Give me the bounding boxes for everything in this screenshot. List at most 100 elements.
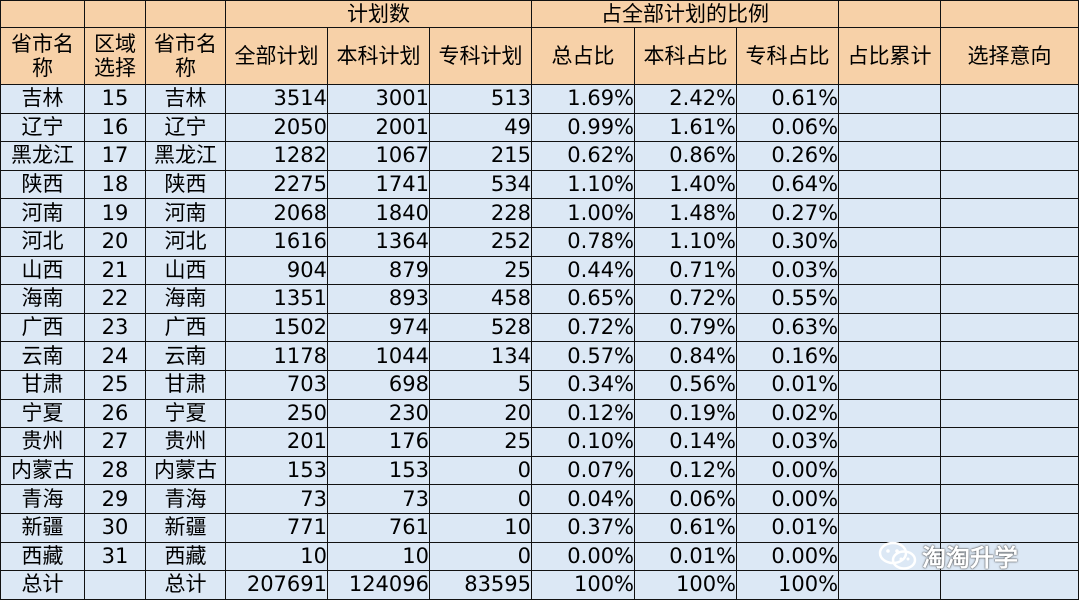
cell-intention (940, 341, 1080, 371)
cell-junior-ratio: 0.55% (736, 284, 840, 314)
cell-undergrad-ratio: 1.10% (634, 226, 738, 257)
cell-province-2: 河北 (145, 226, 226, 257)
cell-undergrad-ratio: 2.42% (634, 84, 738, 114)
cell-undergrad-ratio: 1.61% (634, 112, 738, 143)
cell-cumulative (838, 541, 942, 572)
cell-junior-plan: 20 (428, 398, 533, 429)
cell-province-2: 陕西 (145, 169, 226, 200)
cell-total-ratio: 0.72% (531, 312, 636, 343)
cell-undergrad-plan: 1044 (327, 341, 430, 371)
cell-province: 河南 (0, 198, 85, 228)
cell-province-2: 吉林 (145, 84, 226, 114)
cell-total-ratio: 0.00% (531, 541, 636, 572)
cell-province: 海南 (0, 284, 85, 314)
column-header-junior-plan: 专科计划 (428, 27, 533, 85)
table-row: 云南 24 云南 1178 1044 134 0.57% 0.84% 0.16% (0, 341, 1080, 371)
column-header-intention: 选择意向 (940, 27, 1080, 85)
cell-undergrad-ratio: 0.01% (634, 541, 738, 572)
cell-cumulative (838, 84, 942, 114)
cell-undergrad-plan: 3001 (327, 84, 430, 114)
table-row: 贵州 27 贵州 201 176 25 0.10% 0.14% 0.03% (0, 427, 1080, 457)
cell-total-plan: 1282 (225, 141, 328, 171)
header-plan-group: 计划数 (224, 0, 533, 28)
table-row: 西藏 31 西藏 10 10 0 0.00% 0.01% 0.00% (0, 541, 1080, 572)
table-row: 内蒙古 28 内蒙古 153 153 0 0.07% 0.12% 0.00% (0, 455, 1080, 486)
cell-total-ratio: 0.04% (531, 484, 636, 514)
cell-province: 甘肃 (0, 369, 85, 400)
table-row: 辽宁 16 辽宁 2050 2001 49 0.99% 1.61% 0.06% (0, 112, 1080, 143)
cell-junior-plan: 10 (428, 512, 533, 543)
cell-province-2: 西藏 (145, 541, 226, 572)
cell-province: 总计 (0, 570, 85, 600)
cell-undergrad-plan: 2001 (327, 112, 430, 143)
cell-region: 27 (84, 427, 146, 457)
cell-undergrad-plan: 879 (327, 255, 430, 286)
cell-region: 23 (84, 312, 146, 343)
cell-total-ratio: 1.69% (531, 84, 636, 114)
cell-total-plan: 250 (225, 398, 328, 429)
cell-junior-plan: 134 (428, 341, 533, 371)
cell-undergrad-plan: 974 (327, 312, 430, 343)
cell-cumulative (838, 198, 942, 228)
cell-total-plan: 207691 (225, 570, 328, 600)
cell-region: 18 (84, 169, 146, 200)
cell-undergrad-ratio: 0.79% (634, 312, 738, 343)
cell-junior-ratio: 100% (736, 570, 840, 600)
cell-undergrad-plan: 153 (327, 455, 430, 486)
cell-total-ratio: 0.12% (531, 398, 636, 429)
cell-province-2: 云南 (145, 341, 226, 371)
cell-undergrad-plan: 124096 (327, 570, 430, 600)
cell-province: 黑龙江 (0, 141, 85, 171)
cell-province-2: 内蒙古 (145, 455, 226, 486)
cell-junior-ratio: 0.00% (736, 541, 840, 572)
cell-intention (940, 112, 1080, 143)
header-blank-cell (940, 0, 1080, 28)
header-blank-cell (0, 0, 85, 28)
cell-junior-plan: 0 (428, 455, 533, 486)
cell-total-plan: 1178 (225, 341, 328, 371)
cell-region: 31 (84, 541, 146, 572)
cell-junior-plan: 534 (428, 169, 533, 200)
cell-cumulative (838, 369, 942, 400)
cell-undergrad-plan: 1840 (327, 198, 430, 228)
cell-junior-plan: 83595 (428, 570, 533, 600)
cell-cumulative (838, 284, 942, 314)
cell-region: 25 (84, 369, 146, 400)
cell-region: 16 (84, 112, 146, 143)
cell-junior-ratio: 0.27% (736, 198, 840, 228)
header-row-columns: 省市名称 区域选择 省市名称 全部计划 本科计划 专科计划 总占比 本科占比 专… (0, 27, 1080, 85)
cell-cumulative (838, 255, 942, 286)
table-row: 甘肃 25 甘肃 703 698 5 0.34% 0.56% 0.01% (0, 369, 1080, 400)
cell-province: 广西 (0, 312, 85, 343)
cell-total-plan: 2275 (225, 169, 328, 200)
cell-junior-plan: 25 (428, 255, 533, 286)
cell-total-ratio: 0.65% (531, 284, 636, 314)
cell-region: 20 (84, 226, 146, 257)
cell-province-2: 河南 (145, 198, 226, 228)
cell-junior-ratio: 0.03% (736, 427, 840, 457)
cell-province: 云南 (0, 341, 85, 371)
cell-intention (940, 141, 1080, 171)
table-row: 青海 29 青海 73 73 0 0.04% 0.06% 0.00% (0, 484, 1080, 514)
cell-total-ratio: 0.10% (531, 427, 636, 457)
cell-undergrad-plan: 893 (327, 284, 430, 314)
cell-total-plan: 153 (225, 455, 328, 486)
cell-province: 西藏 (0, 541, 85, 572)
cell-total-ratio: 0.34% (531, 369, 636, 400)
header-blank-cell (84, 0, 146, 28)
cell-intention (940, 369, 1080, 400)
cell-total-ratio: 0.78% (531, 226, 636, 257)
cell-undergrad-ratio: 0.71% (634, 255, 738, 286)
table-row: 黑龙江 17 黑龙江 1282 1067 215 0.62% 0.86% 0.26% (0, 141, 1080, 171)
cell-total-plan: 2068 (225, 198, 328, 228)
cell-intention (940, 541, 1080, 572)
column-header-total-ratio: 总占比 (531, 27, 636, 85)
cell-junior-ratio: 0.61% (736, 84, 840, 114)
cell-region: 24 (84, 341, 146, 371)
cell-undergrad-ratio: 0.19% (634, 398, 738, 429)
cell-intention (940, 455, 1080, 486)
column-header-region-select: 区域选择 (84, 27, 146, 85)
cell-province: 山西 (0, 255, 85, 286)
cell-cumulative (838, 570, 942, 600)
